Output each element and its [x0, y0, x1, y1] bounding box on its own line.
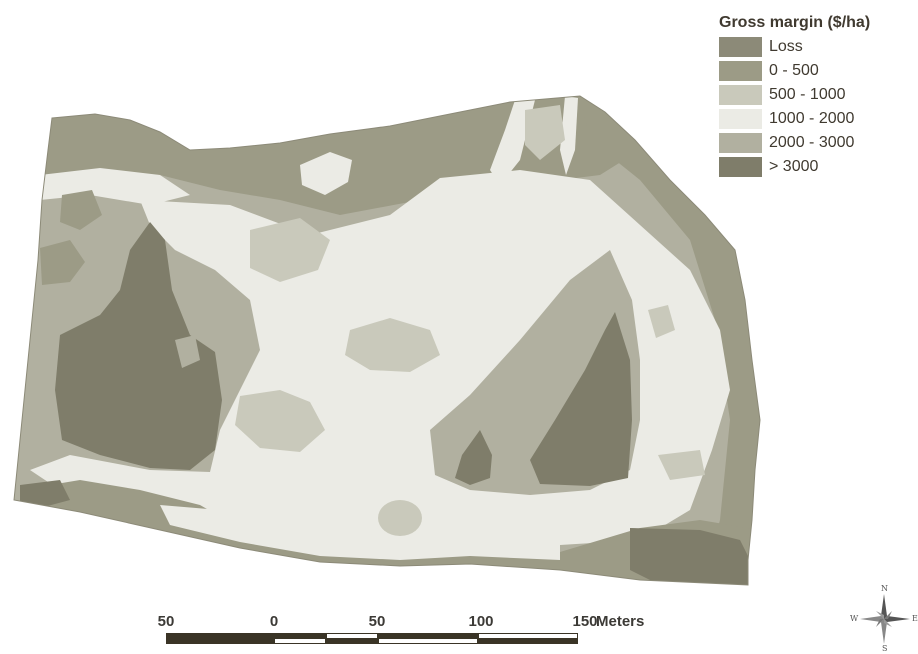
legend-label-0-500: 0 - 500: [769, 62, 819, 79]
scale-label-100: 100: [468, 613, 494, 630]
compass-rose-icon: [860, 594, 910, 644]
legend-swatch-500-1000: [719, 85, 762, 105]
compass-north-label: N: [881, 584, 888, 593]
scale-segment-3b: [326, 638, 378, 644]
legend-swatch-0-500: [719, 61, 762, 81]
legend-label-loss: Loss: [769, 38, 803, 55]
scale-label-0: 0: [269, 613, 279, 630]
scale-label-50: 50: [368, 613, 386, 630]
scale-label-150: 150: [572, 613, 598, 630]
scale-label-left-50: 50: [157, 613, 175, 630]
legend-item-gt-3000: > 3000: [719, 155, 915, 179]
scale-segment-2b: [274, 638, 326, 644]
legend-label-500-1000: 500 - 1000: [769, 86, 846, 103]
legend-item-2000-3000: 2000 - 3000: [719, 131, 915, 155]
legend-item-0-500: 0 - 500: [719, 59, 915, 83]
compass-east-label: E: [912, 614, 918, 623]
legend-label-2000-3000: 2000 - 3000: [769, 134, 855, 151]
legend-item-loss: Loss: [719, 35, 915, 59]
scale-segment-4b: [378, 638, 478, 644]
legend-label-1000-2000: 1000 - 2000: [769, 110, 855, 127]
legend-label-gt-3000: > 3000: [769, 158, 819, 175]
compass-south-label: S: [882, 644, 888, 653]
legend-swatch-2000-3000: [719, 133, 762, 153]
legend-swatch-gt-3000: [719, 157, 762, 177]
scale-segment-1: [166, 633, 274, 644]
scale-bar: [166, 633, 578, 644]
scale-segment-5b: [478, 638, 578, 644]
compass-west-label: W: [850, 614, 859, 623]
legend-item-500-1000: 500 - 1000: [719, 83, 915, 107]
north-arrow-compass: N S E W: [848, 584, 918, 653]
legend-swatch-1000-2000: [719, 109, 762, 129]
legend-swatch-loss: [719, 37, 762, 57]
legend: Gross margin ($/ha) Loss 0 - 500 500 - 1…: [719, 14, 915, 179]
scale-unit-label: Meters: [596, 613, 645, 630]
legend-title: Gross margin ($/ha): [719, 14, 871, 31]
legend-item-1000-2000: 1000 - 2000: [719, 107, 915, 131]
